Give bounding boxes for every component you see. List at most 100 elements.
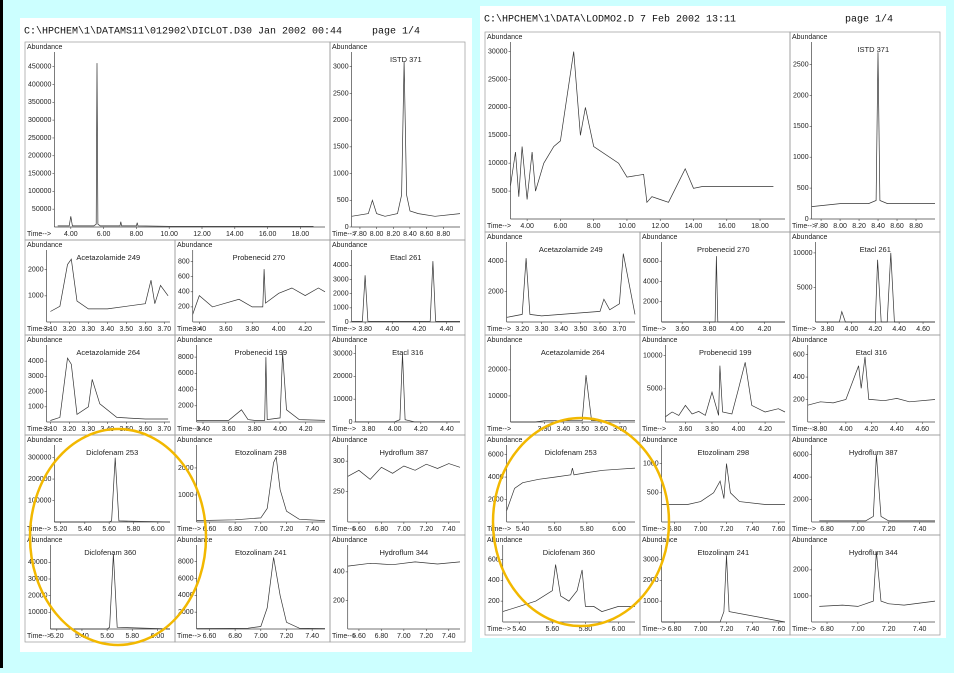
x-tick-label: 14.00 [685,223,703,230]
left-border [0,0,3,668]
y-tick-label: 4000 [643,278,659,285]
x-tick-label: 7.00 [397,526,411,533]
panel-title: Acetazolamide 249 [539,245,603,254]
panel-title: Etozolinam 298 [697,448,749,457]
x-tick-label: 6.00 [554,223,568,230]
y-tick-label: 200000 [28,153,51,160]
x-tick-label: 5.60 [546,626,560,633]
y-tick-label: 200000 [28,476,51,483]
y-axis-label: Abundance [792,234,828,241]
y-axis-label: Abundance [642,337,678,344]
y-axis-label: Abundance [642,537,678,544]
x-tick-label: 3.30 [82,426,96,433]
panel-title: Probenecid 199 [235,348,288,357]
y-axis-label: Abundance [27,537,63,544]
y-tick-label: 6000 [178,575,194,582]
y-tick-label: 6000 [643,258,659,265]
x-tick-label: 7.00 [397,633,411,640]
y-tick-label: 0 [345,224,349,231]
x-tick-label: 4.00 [272,326,286,333]
x-tick-label: 3.60 [219,326,233,333]
y-axis-label: Abundance [332,337,368,344]
x-tick-label: 8.00 [833,223,847,230]
x-tick-label: 4.00 [839,426,853,433]
x-axis-label: Time--> [642,626,666,633]
x-tick-label: 4.40 [440,426,454,433]
y-tick-label: 3000 [28,373,44,380]
x-tick-label: 8.00 [587,223,601,230]
x-axis-label: Time--> [27,231,51,238]
x-tick-label: 3.80 [705,426,719,433]
y-tick-label: 400 [793,374,805,381]
x-tick-label: 7.40 [913,626,927,633]
x-axis-label: Time--> [792,326,816,333]
x-tick-label: 7.20 [720,526,734,533]
y-tick-label: 8000 [178,354,194,361]
y-tick-label: 6000 [488,451,504,458]
y-tick-label: 600 [178,274,190,281]
y-tick-label: 5000 [797,284,813,291]
x-tick-label: 16.00 [718,223,736,230]
x-tick-label: 3.80 [814,426,828,433]
x-tick-label: 6.00 [612,626,626,633]
y-tick-label: 25000 [488,76,508,83]
y-tick-label: 2000 [643,299,659,306]
x-tick-label: 3.50 [575,426,589,433]
y-axis-label: Abundance [487,437,523,444]
x-tick-label: 3.60 [139,326,153,333]
panel-title: Etozolinam 298 [235,448,287,457]
panel-title: Etozolinam 241 [697,548,749,557]
y-tick-label: 0 [349,419,353,426]
y-tick-label: 10000 [793,250,813,257]
x-axis-label: Time--> [487,526,511,533]
x-tick-label: 8.40 [871,223,885,230]
y-tick-label: 10000 [488,393,508,400]
y-tick-label: 2000 [28,388,44,395]
x-tick-label: 7.40 [305,526,319,533]
x-tick-label: 4.60 [915,426,929,433]
x-tick-label: 5.40 [78,526,92,533]
y-tick-label: 1000 [793,593,809,600]
y-axis-label: Abundance [27,437,63,444]
x-tick-label: 3.40 [554,326,568,333]
x-tick-label: 12.00 [193,231,211,238]
x-tick-label: 8.60 [890,223,904,230]
panel-title: Acetazolamide 249 [76,253,140,262]
x-tick-label: 18.00 [292,231,310,238]
x-tick-label: 5.20 [54,526,68,533]
y-tick-label: 30000 [488,48,508,55]
x-axis-label: Time--> [177,633,201,640]
y-tick-label: 2000 [333,117,349,124]
y-tick-label: 250 [333,488,345,495]
panel-title: Hydroflum 387 [379,448,428,457]
y-tick-label: 200 [488,598,500,605]
x-tick-label: 3.70 [157,426,171,433]
panel-title: Diclofenam 360 [543,548,595,557]
y-axis-label: Abundance [27,44,63,51]
x-tick-label: 7.20 [280,526,294,533]
y-axis-label: Abundance [27,337,63,344]
y-tick-label: 500 [647,490,659,497]
x-tick-label: 3.40 [196,426,210,433]
x-tick-label: 5.40 [516,526,530,533]
y-tick-label: 200 [178,304,190,311]
x-tick-label: 5.80 [127,526,141,533]
page-number: page 1/4 [845,14,893,26]
y-tick-label: 2000 [178,403,194,410]
y-tick-label: 1000 [333,170,349,177]
y-tick-label: 500 [797,185,809,192]
x-tick-label: 5.60 [548,526,562,533]
y-axis-label: Abundance [792,34,828,41]
x-tick-label: 7.00 [694,626,708,633]
x-tick-label: 8.00 [370,231,384,238]
page-header: C:\HPCHEM\1\DATA\LODMO2.D 7 Feb 2002 13:… [484,14,736,26]
x-tick-label: 7.40 [442,526,456,533]
x-tick-label: 3.80 [358,326,372,333]
x-tick-label: 7.20 [882,626,896,633]
x-tick-label: 3.30 [82,326,96,333]
x-tick-label: 6.60 [352,633,366,640]
y-axis-label: Abundance [487,234,523,241]
x-tick-label: 7.00 [254,633,268,640]
x-tick-label: 7.20 [720,626,734,633]
x-tick-label: 6.60 [352,526,366,533]
